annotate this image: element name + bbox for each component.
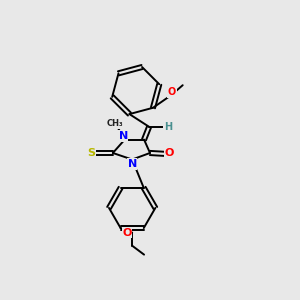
Text: O: O	[122, 228, 131, 238]
Text: O: O	[168, 87, 176, 97]
Text: H: H	[164, 122, 172, 132]
Text: CH₃: CH₃	[106, 119, 123, 128]
Text: O: O	[165, 148, 174, 158]
Text: N: N	[128, 159, 137, 169]
Text: S: S	[87, 148, 95, 158]
Text: N: N	[118, 131, 128, 141]
